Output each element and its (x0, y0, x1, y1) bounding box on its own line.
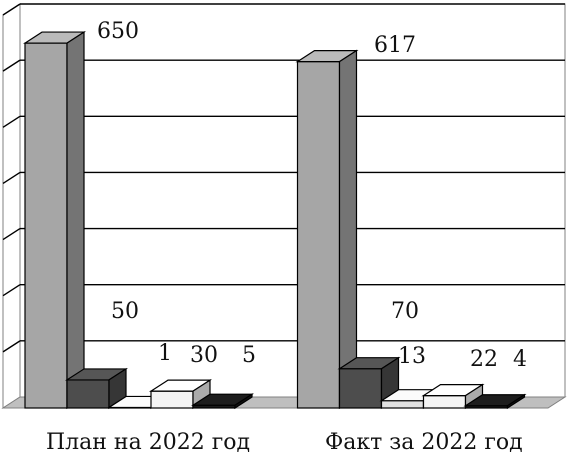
bar-side (506, 393, 526, 410)
category-label: Факт за 2022 год (325, 430, 523, 455)
data-label: 13 (398, 344, 426, 369)
chart-walls (2, 3, 566, 409)
gridline-side (2, 284, 21, 297)
data-label: 617 (374, 33, 416, 58)
bar (66, 379, 110, 409)
gridline-side (2, 59, 21, 72)
data-label: 5 (242, 343, 256, 368)
category-label: План на 2022 год (46, 430, 250, 455)
data-label: 70 (391, 299, 419, 324)
data-label: 30 (190, 343, 218, 368)
category-labels: План на 2022 год Факт за 2022 год (46, 430, 523, 455)
bar (422, 395, 467, 409)
bar-side (338, 49, 358, 410)
data-labels: 650 617 50 70 1 13 30 22 5 4 (97, 19, 527, 372)
bar-side (66, 30, 85, 410)
bar (150, 390, 194, 409)
gridline-side (2, 171, 21, 185)
bar (24, 42, 68, 409)
bar (338, 368, 383, 409)
bars (22, 30, 527, 410)
gridline-side (2, 340, 21, 353)
data-label: 22 (470, 347, 498, 372)
side-wall (2, 3, 21, 409)
gridline-side (2, 3, 21, 16)
gridline-side (2, 115, 21, 128)
bar (380, 400, 425, 409)
bar-side (234, 393, 253, 410)
data-label: 1 (158, 341, 172, 366)
gridline-side (2, 227, 21, 241)
bar (296, 60, 341, 409)
data-label: 650 (97, 19, 139, 44)
back-wall (19, 3, 566, 398)
data-label: 4 (513, 347, 527, 372)
gridlines (2, 3, 565, 353)
data-label: 50 (111, 299, 139, 324)
